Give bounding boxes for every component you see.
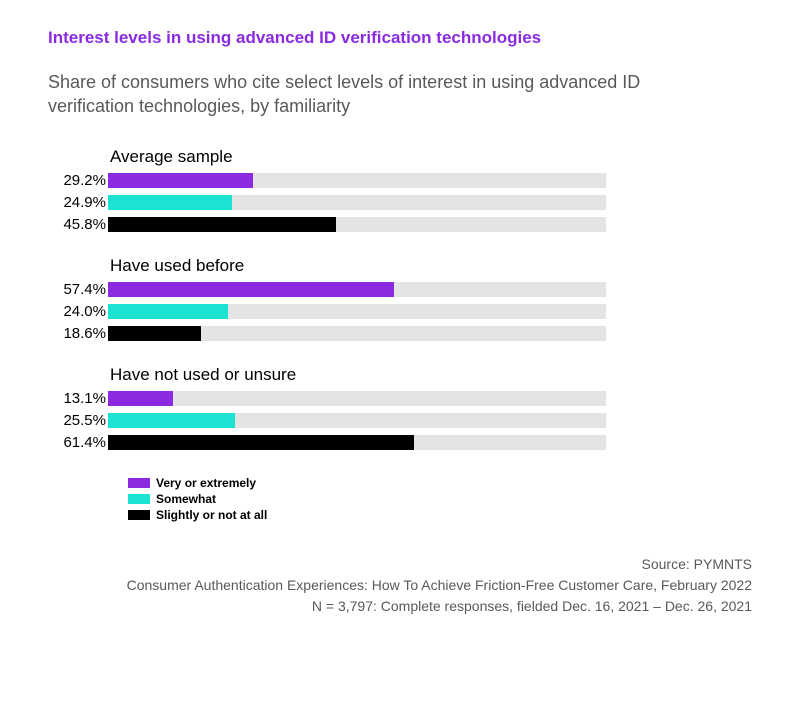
bar-fill bbox=[108, 304, 228, 319]
legend-label: Slightly or not at all bbox=[156, 508, 267, 522]
legend-label: Very or extremely bbox=[156, 476, 256, 490]
bar-fill bbox=[108, 391, 173, 406]
legend-swatch bbox=[128, 494, 150, 504]
bar-row: 25.5% bbox=[56, 411, 748, 430]
bar-row: 24.0% bbox=[56, 302, 748, 321]
chart-group: Have not used or unsure13.1% 25.5% 61.4% bbox=[56, 365, 748, 452]
bar-pct-label: 29.2% bbox=[56, 172, 108, 189]
bar-fill bbox=[108, 326, 201, 341]
group-label: Have not used or unsure bbox=[110, 365, 748, 385]
bar-pct-label: 61.4% bbox=[56, 434, 108, 451]
bar-track bbox=[108, 391, 606, 406]
bar-track bbox=[108, 326, 606, 341]
chart-subtitle: Share of consumers who cite select level… bbox=[48, 70, 688, 119]
legend-label: Somewhat bbox=[156, 492, 216, 506]
footer-source: Source: PYMNTS bbox=[48, 554, 752, 574]
bar-fill bbox=[108, 282, 394, 297]
bar-fill bbox=[108, 435, 414, 450]
bar-pct-label: 57.4% bbox=[56, 281, 108, 298]
chart-footer: Source: PYMNTS Consumer Authentication E… bbox=[48, 554, 752, 617]
bar-pct-label: 18.6% bbox=[56, 325, 108, 342]
bar-pct-label: 45.8% bbox=[56, 216, 108, 233]
legend-item: Slightly or not at all bbox=[128, 508, 748, 522]
bar-track bbox=[108, 195, 606, 210]
bar-track bbox=[108, 217, 606, 232]
bar-row: 57.4% bbox=[56, 280, 748, 299]
bar-row: 61.4% bbox=[56, 433, 748, 452]
bar-row: 18.6% bbox=[56, 324, 748, 343]
bar-fill bbox=[108, 217, 336, 232]
chart-title: Interest levels in using advanced ID ver… bbox=[48, 28, 748, 48]
bar-track bbox=[108, 435, 606, 450]
footer-sample: N = 3,797: Complete responses, fielded D… bbox=[48, 596, 752, 616]
legend: Very or extremely Somewhat Slightly or not… bbox=[128, 476, 748, 522]
bar-track bbox=[108, 173, 606, 188]
chart-group: Average sample29.2% 24.9% 45.8% bbox=[56, 147, 748, 234]
bar-row: 45.8% bbox=[56, 215, 748, 234]
bar-fill bbox=[108, 195, 232, 210]
legend-item: Very or extremely bbox=[128, 476, 748, 490]
legend-swatch bbox=[128, 510, 150, 520]
bar-row: 29.2% bbox=[56, 171, 748, 190]
group-label: Average sample bbox=[110, 147, 748, 167]
bar-fill bbox=[108, 413, 235, 428]
bar-pct-label: 25.5% bbox=[56, 412, 108, 429]
legend-swatch bbox=[128, 478, 150, 488]
group-label: Have used before bbox=[110, 256, 748, 276]
legend-item: Somewhat bbox=[128, 492, 748, 506]
bar-track bbox=[108, 413, 606, 428]
bar-pct-label: 24.9% bbox=[56, 194, 108, 211]
bar-row: 24.9% bbox=[56, 193, 748, 212]
bar-chart: Average sample29.2% 24.9% 45.8% Have used b… bbox=[56, 147, 748, 452]
chart-group: Have used before57.4% 24.0% 18.6% bbox=[56, 256, 748, 343]
bar-pct-label: 13.1% bbox=[56, 390, 108, 407]
bar-track bbox=[108, 304, 606, 319]
bar-track bbox=[108, 282, 606, 297]
footer-report: Consumer Authentication Experiences: How… bbox=[48, 575, 752, 595]
bar-fill bbox=[108, 173, 253, 188]
bar-pct-label: 24.0% bbox=[56, 303, 108, 320]
bar-row: 13.1% bbox=[56, 389, 748, 408]
